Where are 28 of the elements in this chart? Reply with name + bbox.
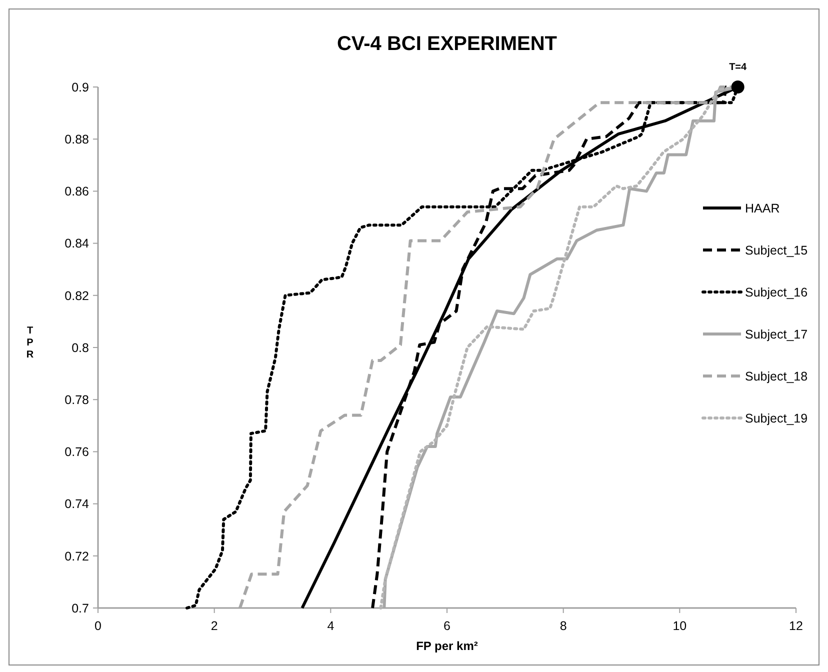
x-tick-label: 4: [327, 619, 334, 633]
y-tick-label: 0.8: [72, 340, 90, 355]
y-tick-label: 0.82: [64, 288, 90, 303]
y-tick-label: 0.78: [64, 392, 90, 407]
x-tick-label: 10: [672, 619, 687, 633]
y-tick-label: 0.9: [72, 80, 90, 94]
legend-label: Subject_17: [745, 327, 808, 342]
legend-label: Subject_18: [745, 369, 808, 384]
y-axis-title: TPR: [26, 326, 34, 360]
chart-title: CV-4 BCI EXPERIMENT: [336, 33, 558, 55]
y-tick-label: 0.74: [64, 497, 90, 512]
y-tick-label: 0.86: [64, 184, 90, 199]
legend-label: Subject_19: [745, 411, 808, 426]
legend-label: Subject_16: [745, 285, 808, 300]
legend-label: Subject_15: [745, 243, 808, 258]
x-tick-label: 12: [789, 619, 803, 633]
y-tick-label: 0.84: [64, 236, 90, 251]
y-tick-label: 0.88: [64, 132, 90, 146]
x-tick-label: 8: [560, 619, 567, 633]
y-tick-label: 0.7: [72, 601, 90, 616]
y-tick-label: 0.76: [64, 445, 90, 460]
x-tick-label: 6: [444, 619, 451, 633]
x-tick-label: 2: [210, 619, 218, 633]
legend-label: HAAR: [745, 201, 780, 216]
x-axis-title: FP per km²: [416, 639, 478, 653]
y-tick-label: 0.72: [64, 549, 90, 564]
x-tick-label: 0: [94, 619, 102, 633]
annotation: T=4: [729, 62, 748, 73]
